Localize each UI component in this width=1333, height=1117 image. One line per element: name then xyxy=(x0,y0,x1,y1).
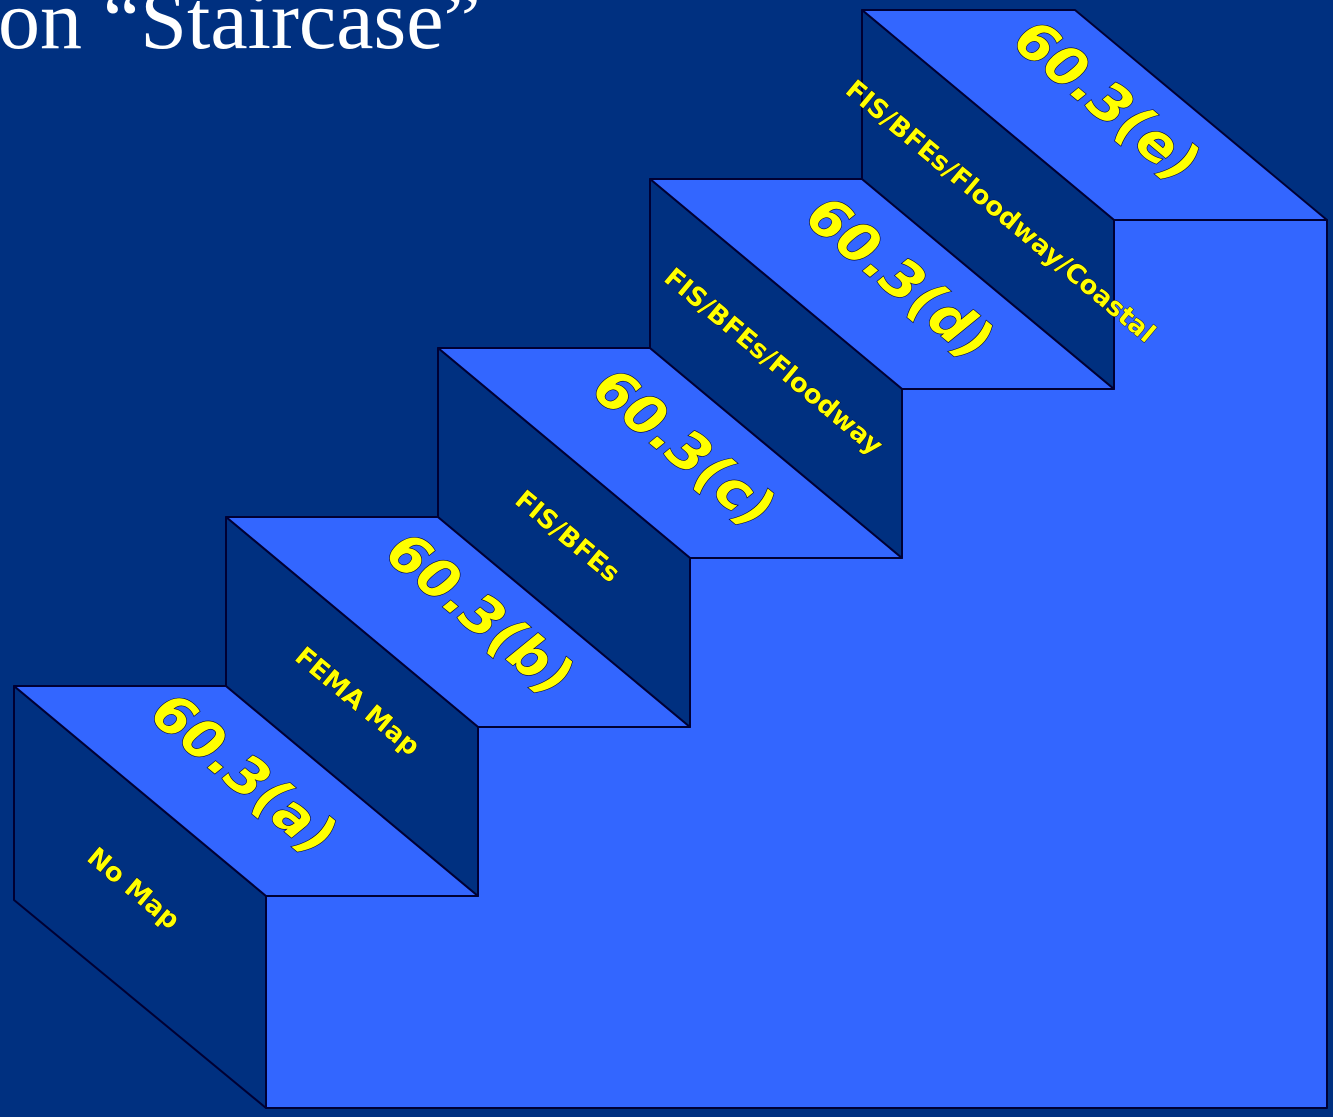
staircase-steps xyxy=(13,9,1328,1109)
step-riser-5 xyxy=(861,9,1115,390)
step-riser-3 xyxy=(437,347,691,728)
step-riser-4 xyxy=(649,178,903,559)
slide-title: on “Staircase” xyxy=(0,0,481,67)
step-riser-2 xyxy=(225,516,479,897)
